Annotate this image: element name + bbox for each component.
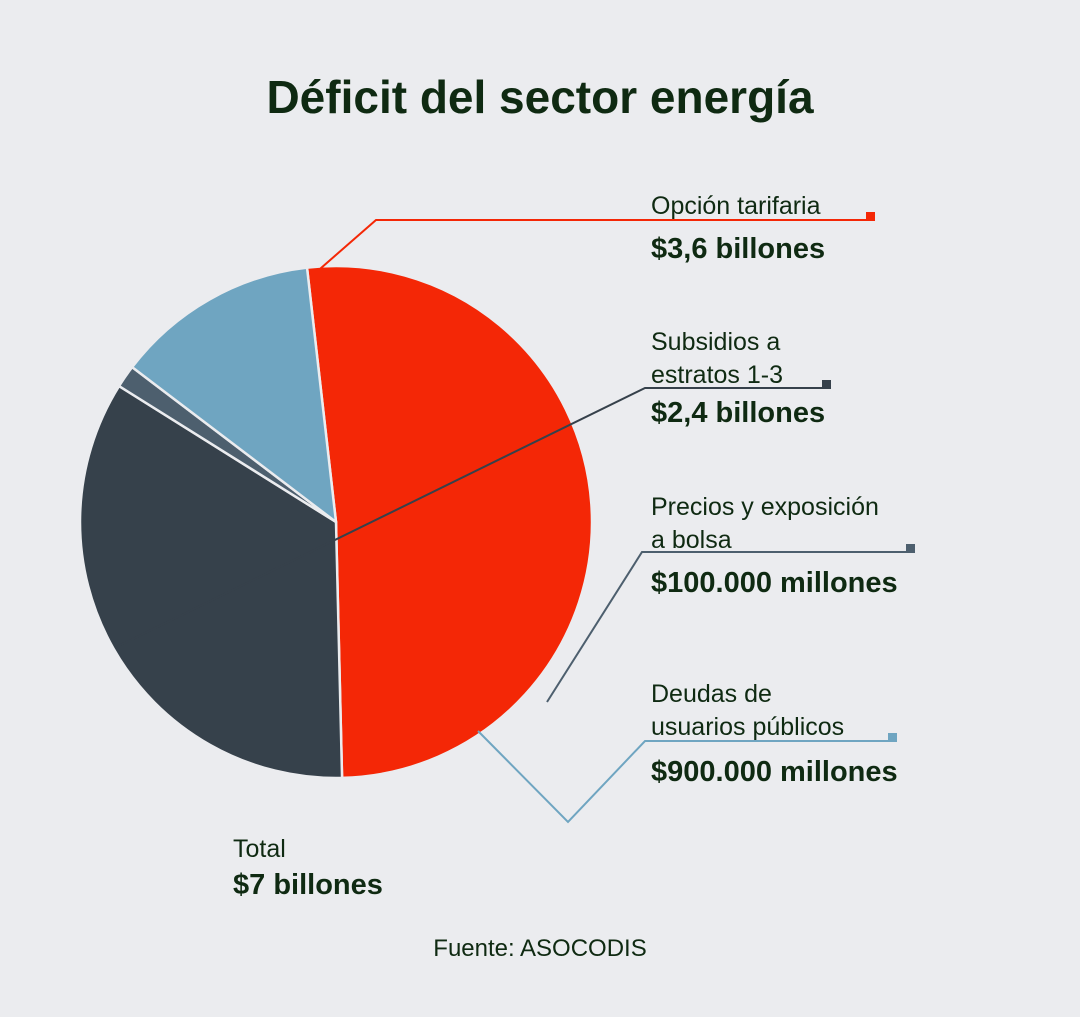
slice-value-1: $3,6 billones	[651, 233, 825, 265]
pie-slices	[78, 264, 594, 780]
slice-value-2: $2,4 billones	[651, 397, 825, 429]
total-value: $7 billones	[233, 869, 383, 901]
leader-line-1	[319, 219, 870, 270]
leader-line-4	[477, 730, 892, 824]
slice-label-3-line-2: a bolsa	[651, 526, 732, 554]
leader-marker-3	[906, 544, 915, 553]
leader-marker-1	[866, 212, 875, 221]
slice-label-3-line-1: Precios y exposición	[651, 493, 879, 521]
pie-slice-2	[78, 384, 344, 780]
leader-lines	[114, 212, 915, 824]
leader-line-2	[114, 387, 826, 649]
slice-labels: Opción tarifaria $3,6 billones Subsidios a…	[651, 192, 898, 788]
pie-slice-4	[130, 266, 338, 524]
slice-label-2-line-2: estratos 1-3	[651, 361, 783, 389]
slice-label-2-line-1: Subsidios a	[651, 328, 780, 356]
pie-slice-1	[305, 264, 594, 780]
slice-value-4: $900.000 millones	[651, 756, 898, 788]
slice-value-3: $100.000 millones	[651, 567, 898, 599]
source-note: Fuente: ASOCODIS	[433, 935, 646, 962]
total-label: Total	[233, 835, 286, 863]
leader-marker-4	[888, 733, 897, 742]
leader-marker-2	[822, 380, 831, 389]
slice-label-4-line-2: usuarios públicos	[651, 713, 844, 741]
slice-label-4-line-1: Deudas de	[651, 680, 772, 708]
slice-label-1-line-1: Opción tarifaria	[651, 192, 821, 220]
chart-title: Déficit del sector energía	[266, 71, 813, 123]
leader-line-3	[546, 551, 910, 703]
